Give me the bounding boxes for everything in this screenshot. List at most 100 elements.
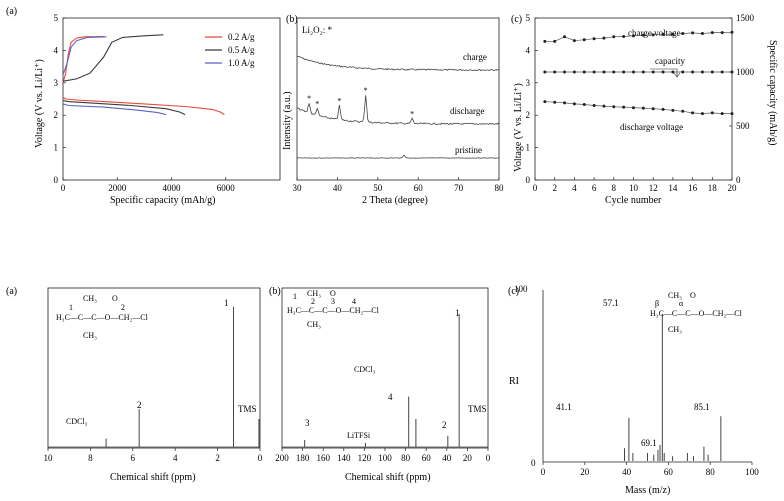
b2-label-1: 1 bbox=[455, 308, 460, 318]
c1-annot-charge: charge voltage bbox=[628, 28, 681, 38]
c1-data-point bbox=[592, 70, 596, 74]
b2-struct-ch3-top: CH₃ bbox=[307, 289, 321, 298]
a2-label-cdcl3: CDCl₃ bbox=[66, 417, 88, 426]
a1-ytick-label: 4 bbox=[54, 45, 59, 55]
c1-data-point bbox=[691, 31, 695, 35]
c1-data-point bbox=[700, 32, 704, 36]
c1-data-point bbox=[641, 33, 645, 37]
a1-ylabel: Voltage (V vs. Li/Li⁺) bbox=[34, 59, 45, 148]
c1-data-point bbox=[553, 100, 557, 104]
c1-data-point bbox=[671, 108, 675, 112]
c1-ytick-label: 5 bbox=[526, 13, 531, 23]
a1-ytick-label: 0 bbox=[54, 175, 59, 185]
c1-data-point bbox=[543, 70, 547, 74]
b2-struct-num4: 4 bbox=[352, 297, 356, 306]
c1-data-point bbox=[592, 103, 596, 107]
c1-series bbox=[543, 30, 734, 116]
c1-data-point bbox=[661, 107, 665, 111]
b2-xtick-label: 20 bbox=[463, 453, 473, 463]
b1-peak-star: * bbox=[337, 97, 341, 106]
c2-xtick-label: 40 bbox=[622, 467, 632, 477]
b1-axes-frame bbox=[296, 17, 500, 181]
c1-data-point bbox=[641, 70, 645, 74]
c1-data-point bbox=[543, 100, 547, 104]
b2-struct-chain: H₃C—C—C—O—CH₂—Cl bbox=[287, 306, 380, 315]
c1-data-point bbox=[641, 106, 645, 110]
c1-data-point bbox=[563, 70, 567, 74]
b1-trace-discharge bbox=[296, 95, 500, 126]
a1-series-line bbox=[62, 34, 164, 82]
c2-xlabel: Mass (m/z) bbox=[625, 485, 670, 496]
c1-data-point bbox=[661, 70, 665, 74]
c1-data-point bbox=[720, 112, 724, 116]
a2-structure: CH₃ O 2 1 H₃C—C—C—O—CH₂—Cl CH₃ bbox=[56, 294, 149, 340]
c1-data-point bbox=[582, 38, 586, 42]
a1-xtick-label: 4000 bbox=[163, 183, 182, 193]
b1-panel-label: (b) bbox=[286, 14, 298, 25]
b2-struct-num2: 2 bbox=[311, 297, 315, 306]
a2-label-tms: TMS bbox=[238, 404, 257, 414]
panel-c1: (c) Voltage (V vs. Li/Li⁺) Specific capa… bbox=[511, 13, 778, 206]
b1-xtick-label: 60 bbox=[414, 183, 424, 193]
a1-lines bbox=[62, 34, 225, 116]
a2-panel-label: (a) bbox=[6, 286, 17, 297]
a1-series-line bbox=[62, 35, 104, 83]
c1-data-point bbox=[612, 35, 616, 39]
c2-peak-label-41: 41.1 bbox=[556, 402, 572, 412]
c1-data-point bbox=[730, 112, 734, 116]
c1-xtick-label: 4 bbox=[572, 183, 577, 193]
c2-peak-label-69: 69.1 bbox=[641, 438, 657, 448]
a1-series-line bbox=[62, 96, 225, 116]
a1-xlabel: Specific capacity (mAh/g) bbox=[110, 195, 216, 206]
b1-peak-star: * bbox=[307, 94, 311, 103]
c1-data-point bbox=[691, 111, 695, 115]
c1-y2tick-label: 0 bbox=[736, 175, 741, 185]
c1-data-point bbox=[651, 33, 655, 37]
b2-xtick-label: 80 bbox=[401, 453, 411, 463]
c2-struct-chain: H₃C—C—C—O—CH₂—Cl bbox=[650, 309, 743, 318]
c1-y2tick-label: 1500 bbox=[736, 13, 755, 23]
a1-series-line bbox=[62, 100, 186, 116]
c1-data-point bbox=[671, 70, 675, 74]
b2-label-litfsi: LiTFSi bbox=[347, 431, 371, 440]
b1-peak-star: * bbox=[364, 86, 368, 95]
c1-y2label: Specific capacity (mAh/g) bbox=[767, 40, 778, 146]
b1-ticks: 30 40 50 60 70 80 bbox=[293, 177, 504, 193]
a2-ticks: 10 8 6 4 2 0 bbox=[44, 448, 263, 463]
a1-series-line bbox=[62, 36, 107, 75]
b2-label-2: 2 bbox=[442, 420, 447, 430]
c1-data-point bbox=[572, 70, 576, 74]
panel-c2: (c) 100 0 RI Mass (m/z) 0 20 40 60 80 100 41.… bbox=[508, 284, 759, 496]
c1-xtick-label: 14 bbox=[668, 183, 678, 193]
b1-xlabel: 2 Theta (degree) bbox=[362, 195, 428, 206]
c2-ylabel: RI bbox=[509, 376, 519, 387]
c2-xtick-label: 60 bbox=[664, 467, 674, 477]
b2-xtick-label: 200 bbox=[275, 453, 289, 463]
b2-label-tms: TMS bbox=[468, 404, 487, 414]
a2-peaks bbox=[48, 307, 260, 448]
a1-xtick-label: 0 bbox=[61, 183, 66, 193]
c2-ytick-0: 0 bbox=[531, 458, 536, 468]
b1-xtick-label: 50 bbox=[373, 183, 383, 193]
b2-label-4: 4 bbox=[388, 392, 393, 402]
a2-xlabel: Chemical shift (ppm) bbox=[110, 472, 196, 483]
c1-capacity-arrowhead bbox=[673, 72, 681, 78]
b1-label-charge: charge bbox=[463, 52, 487, 62]
a1-axes-frame bbox=[62, 17, 281, 181]
c2-struct-beta: β bbox=[655, 299, 659, 308]
a1-xtick-label: 6000 bbox=[217, 183, 236, 193]
a2-struct-ch3-top: CH₃ bbox=[83, 294, 97, 303]
c1-axes-frame bbox=[534, 17, 733, 181]
c1-data-point bbox=[710, 111, 714, 115]
c2-ytick-100: 100 bbox=[514, 284, 528, 294]
c1-data-point bbox=[710, 31, 714, 35]
c2-xtick-label: 0 bbox=[541, 467, 546, 477]
c1-data-point bbox=[622, 105, 626, 109]
b2-xtick-label: 0 bbox=[486, 453, 491, 463]
c1-data-point bbox=[572, 39, 576, 43]
b1-peak-star: * bbox=[315, 99, 319, 108]
panel-a1: (a) Voltage (V vs. Li/Li⁺) Specific capa… bbox=[6, 6, 281, 206]
c1-data-point bbox=[720, 31, 724, 35]
a2-xtick-label: 10 bbox=[44, 453, 54, 463]
